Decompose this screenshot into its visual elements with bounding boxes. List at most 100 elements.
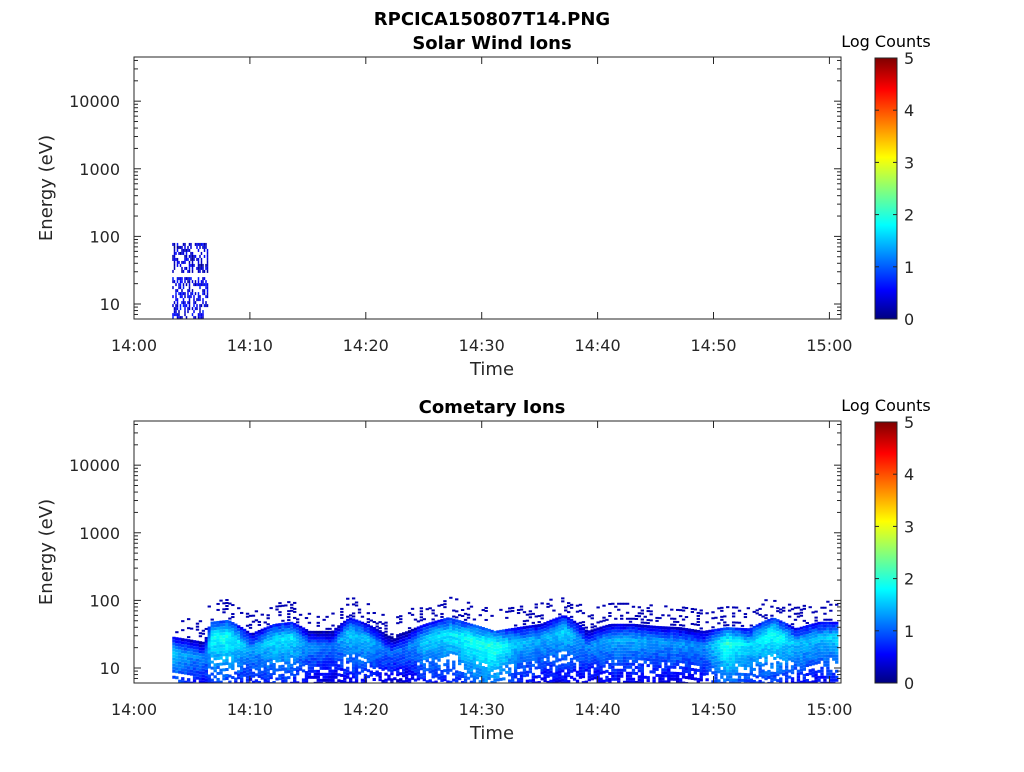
heat-cell xyxy=(179,245,182,249)
heat-cell xyxy=(699,678,703,682)
heat-cell xyxy=(779,638,783,642)
heat-cell xyxy=(572,650,577,654)
heat-cell xyxy=(257,647,262,651)
heat-cell xyxy=(222,674,226,678)
heat-cell xyxy=(446,638,450,642)
heat-cell xyxy=(387,668,391,672)
heat-cell xyxy=(802,676,807,680)
heat-cell xyxy=(696,623,700,626)
heat-cell xyxy=(213,651,217,655)
heat-cell xyxy=(428,646,432,650)
heat-cell xyxy=(516,660,521,664)
heat-cell xyxy=(743,673,748,677)
heat-cell xyxy=(525,625,530,629)
heat-cell xyxy=(764,635,768,639)
heat-cell xyxy=(734,660,739,664)
heat-cell xyxy=(188,307,191,311)
heat-cell xyxy=(346,666,350,670)
heat-cell xyxy=(173,248,176,252)
heat-cell xyxy=(508,634,512,638)
heat-cell xyxy=(484,648,488,652)
heat-cell xyxy=(729,630,733,634)
heat-cell xyxy=(410,673,415,677)
heat-cell xyxy=(558,673,562,677)
heat-cell xyxy=(823,648,827,652)
heat-cell xyxy=(425,656,429,660)
heat-cell xyxy=(566,602,571,605)
heat-cell xyxy=(469,665,474,669)
heat-cell xyxy=(784,656,789,660)
heat-cell xyxy=(505,637,509,641)
heat-cell xyxy=(245,624,250,627)
heat-cell xyxy=(670,656,674,660)
heat-cell xyxy=(543,676,547,680)
heat-cell xyxy=(481,666,485,670)
heat-cell xyxy=(770,614,774,617)
heat-cell xyxy=(319,639,323,643)
heat-cell xyxy=(681,630,686,634)
heat-cell xyxy=(199,245,201,249)
heat-cell xyxy=(799,656,804,660)
heat-cell xyxy=(254,610,259,613)
heat-cell xyxy=(752,637,756,641)
heat-cell xyxy=(360,663,365,667)
heat-cell xyxy=(248,674,253,678)
heat-cell xyxy=(667,647,671,651)
heat-cell xyxy=(231,616,235,619)
heat-cell xyxy=(219,641,223,645)
heat-cell xyxy=(393,647,397,651)
heat-cell xyxy=(222,611,226,614)
heat-cell xyxy=(204,636,208,640)
heat-cell xyxy=(531,657,535,661)
heat-cell xyxy=(363,646,368,650)
heat-cell xyxy=(287,622,291,626)
heat-cell xyxy=(245,612,250,615)
heat-cell xyxy=(823,639,827,643)
heat-cell xyxy=(699,651,703,655)
heat-cell xyxy=(425,635,429,639)
heat-cell xyxy=(245,669,250,673)
heat-cell xyxy=(446,665,450,669)
heat-cell xyxy=(826,618,830,621)
heat-cell xyxy=(817,651,821,655)
heat-cell xyxy=(475,670,480,674)
heat-cell xyxy=(749,651,753,655)
heat-cell xyxy=(181,650,185,654)
heat-cell xyxy=(675,632,680,636)
heat-cell xyxy=(434,662,438,666)
heat-cell xyxy=(390,666,394,670)
heat-cell xyxy=(381,622,385,625)
heat-cell xyxy=(402,671,406,675)
heat-cell xyxy=(779,635,783,639)
heat-cell xyxy=(561,681,565,683)
heat-cell xyxy=(431,654,435,658)
heat-cell xyxy=(581,612,586,615)
heat-cell xyxy=(484,633,488,637)
heat-cell xyxy=(278,665,282,669)
heat-cell xyxy=(602,616,606,619)
heat-cell xyxy=(360,654,365,658)
heat-cell xyxy=(596,636,600,640)
heat-cell xyxy=(245,615,250,618)
heat-cell xyxy=(793,654,798,658)
heat-cell xyxy=(531,675,535,679)
heat-cell xyxy=(540,656,544,660)
heat-cell xyxy=(622,662,627,666)
heat-cell xyxy=(284,604,288,607)
heat-cell xyxy=(434,674,438,678)
heat-cell xyxy=(614,638,618,642)
heat-cell xyxy=(325,627,329,630)
heat-cell xyxy=(799,608,804,611)
heat-cell xyxy=(646,634,650,638)
heat-cell xyxy=(770,605,774,608)
heat-cell xyxy=(202,277,204,281)
heat-cell xyxy=(197,280,200,284)
heat-cell xyxy=(608,627,612,631)
heat-cell xyxy=(796,645,801,649)
heat-cell xyxy=(316,642,320,646)
heat-cell xyxy=(564,654,568,658)
heat-cell xyxy=(631,626,636,630)
heat-cell xyxy=(228,602,232,605)
heat-cell xyxy=(561,639,565,643)
heat-cell xyxy=(670,662,674,666)
